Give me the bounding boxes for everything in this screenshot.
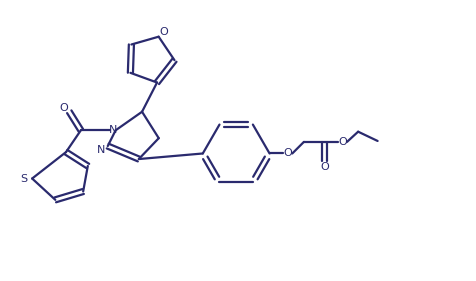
Text: O: O: [59, 103, 68, 113]
Text: O: O: [338, 137, 347, 147]
Text: N: N: [109, 125, 117, 135]
Text: O: O: [159, 27, 167, 37]
Text: S: S: [20, 174, 27, 183]
Text: N: N: [97, 145, 105, 155]
Text: O: O: [283, 148, 292, 158]
Text: O: O: [320, 162, 328, 173]
